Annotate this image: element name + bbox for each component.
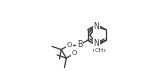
Text: CH₃: CH₃ bbox=[95, 48, 106, 53]
Text: O: O bbox=[67, 42, 72, 48]
Text: N: N bbox=[93, 39, 99, 48]
Text: N: N bbox=[93, 22, 99, 31]
Text: B: B bbox=[77, 40, 82, 49]
Text: O: O bbox=[72, 50, 77, 56]
